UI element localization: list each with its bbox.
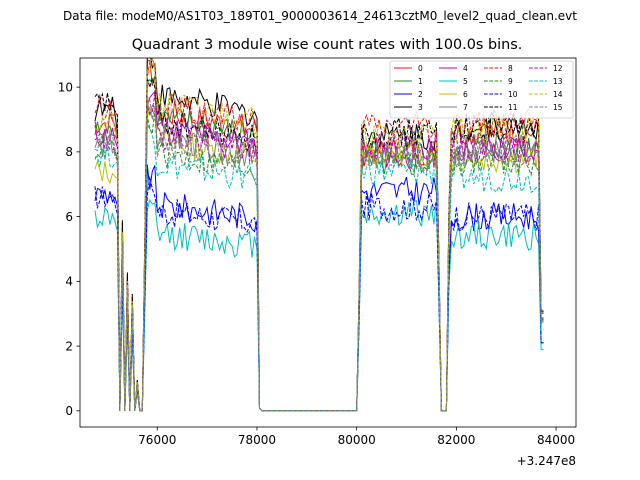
legend-label-7: 7: [463, 103, 468, 112]
legend-label-6: 6: [463, 90, 468, 99]
legend-label-2: 2: [418, 90, 423, 99]
legend-label-4: 4: [463, 64, 468, 73]
legend-label-9: 9: [508, 77, 513, 86]
y-tick-label: 2: [65, 339, 73, 353]
x-tick-label: 76000: [138, 433, 176, 447]
y-axis-ticks: 0 2 4 6 8 10: [58, 80, 80, 418]
legend-label-5: 5: [463, 77, 468, 86]
legend-label-1: 1: [418, 77, 423, 86]
legend-label-0: 0: [418, 64, 423, 73]
x-axis-ticks: 76000 78000 80000 82000 84000: [138, 427, 575, 447]
legend-frame: [389, 60, 574, 119]
legend-label-8: 8: [508, 64, 513, 73]
legend-label-3: 3: [418, 103, 423, 112]
legend-label-13: 13: [553, 77, 563, 86]
x-tick-label: 84000: [537, 433, 575, 447]
y-tick-label: 4: [65, 275, 73, 289]
y-tick-label: 0: [65, 404, 73, 418]
legend-label-11: 11: [508, 103, 518, 112]
x-tick-label: 80000: [338, 433, 376, 447]
legend-label-14: 14: [553, 90, 563, 99]
legend-label-15: 15: [553, 103, 563, 112]
series-line-15: [94, 96, 544, 412]
chart-title: Quadrant 3 module wise count rates with …: [132, 37, 523, 53]
legend-label-12: 12: [553, 64, 563, 73]
x-axis-offset-label: +3.247e8: [517, 454, 576, 468]
data-file-caption: Data file: modeM0/AS1T03_189T01_90000036…: [63, 9, 577, 23]
y-tick-label: 8: [65, 145, 73, 159]
x-tick-label: 78000: [238, 433, 276, 447]
series-lines: [94, 58, 544, 412]
legend-label-10: 10: [508, 90, 518, 99]
axes-frame: [79, 57, 577, 428]
y-tick-label: 10: [58, 80, 73, 94]
y-tick-label: 6: [65, 210, 73, 224]
x-tick-label: 82000: [437, 433, 475, 447]
